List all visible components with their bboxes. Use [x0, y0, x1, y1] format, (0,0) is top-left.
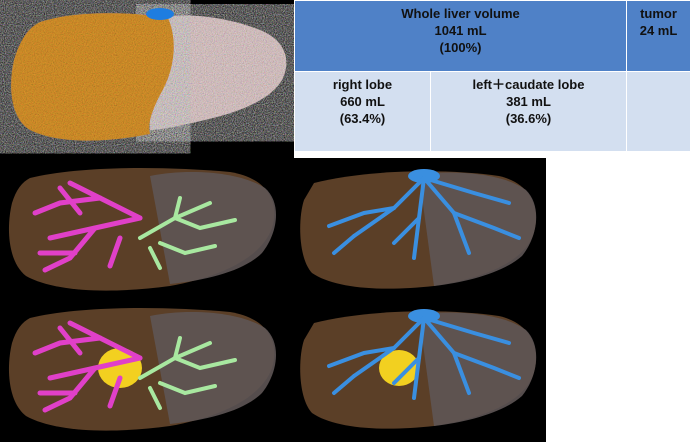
whole-liver-cell: Whole liver volume 1041 mL (100%) [293, 0, 628, 72]
right-lobe-volume: 660 mL [340, 94, 385, 109]
right-portal-branches-2 [32, 320, 143, 413]
liver-surface-render [0, 0, 294, 158]
left-lobe-surface [150, 15, 287, 130]
liver-volume-table: Whole liver volume 1041 mL (100%) tumor … [293, 0, 690, 152]
left-caudate-lobe-percent: (36.6%) [505, 111, 552, 126]
tumor-title: tumor [640, 6, 677, 21]
portal-vein-image [8, 168, 277, 291]
hepatic-vein-image [300, 169, 537, 289]
portal-vein-tumor-render [0, 298, 294, 442]
whole-liver-percent: (100%) [439, 40, 482, 55]
right-lobe-cell: right lobe 660 mL (63.4%) [294, 71, 431, 152]
hepatic-vein-branches [327, 176, 521, 260]
hepatic-vein-tumor-render [294, 298, 546, 442]
hepatic-vein-render [294, 158, 546, 298]
empty-cell [626, 71, 690, 152]
right-lobe-percent: (63.4%) [339, 111, 386, 126]
left-portal-branches [138, 196, 237, 270]
table-body-row: right lobe 660 mL (63.4%) left＋caudate l… [294, 71, 690, 152]
portal-vein-tumor-image [8, 308, 277, 431]
portal-vein-render [0, 158, 294, 298]
right-portal-branches [32, 180, 143, 273]
liver-surface-image [11, 8, 287, 141]
right-lobe-title: right lobe [332, 77, 393, 92]
tumor-volume: 24 mL [639, 23, 678, 38]
whole-liver-volume: 1041 mL [434, 23, 487, 38]
tumor-2 [379, 350, 419, 386]
hepatic-vein-tumor-image [300, 309, 537, 429]
hepatic-vein-branches-2 [327, 316, 521, 400]
left-portal-branches-2 [138, 336, 237, 410]
ivc-surface [146, 8, 174, 20]
table-header-row: Whole liver volume 1041 mL (100%) tumor … [293, 0, 690, 72]
right-lobe-surface [11, 13, 174, 141]
left-caudate-lobe-cell: left＋caudate lobe 381 mL (36.6%) [429, 71, 628, 152]
left-caudate-lobe-volume: 381 mL [506, 94, 551, 109]
left-caudate-lobe-title: left＋caudate lobe [472, 77, 585, 92]
whole-liver-title: Whole liver volume [401, 6, 520, 21]
tumor-cell: tumor 24 mL [626, 0, 690, 72]
